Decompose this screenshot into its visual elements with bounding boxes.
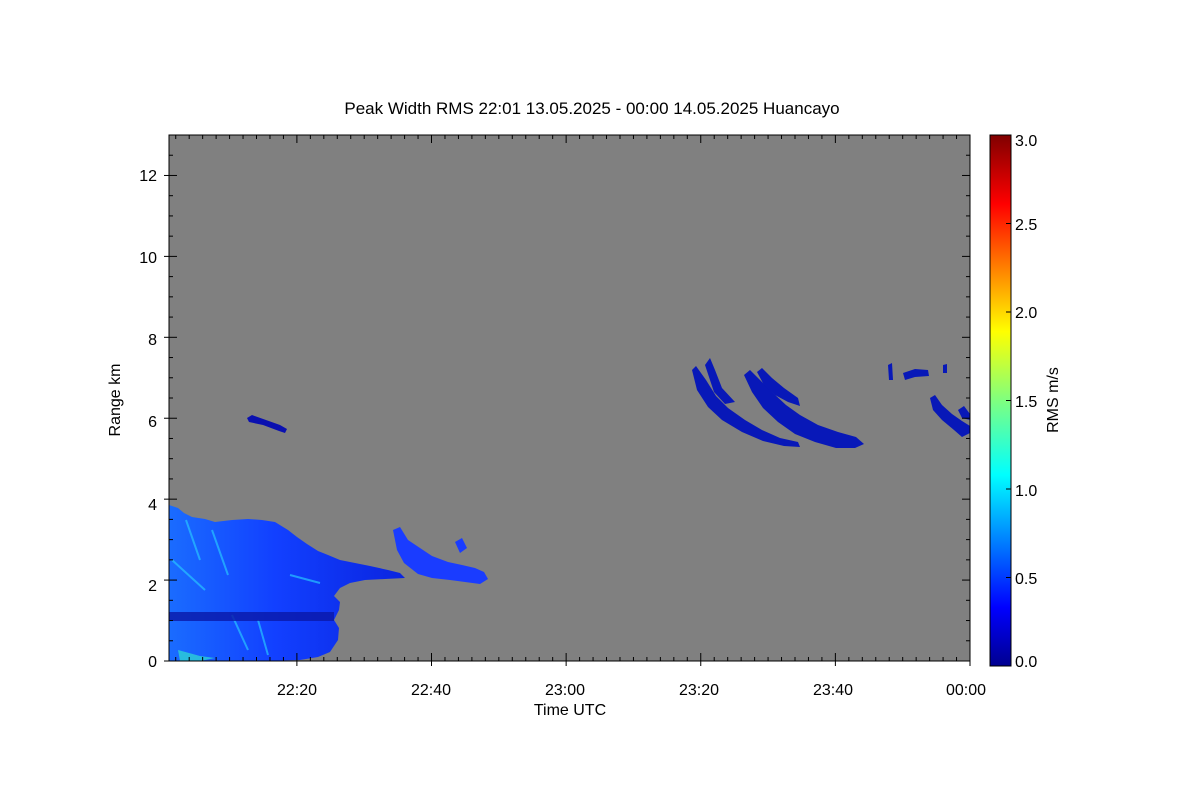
y-tick-label: 8 xyxy=(148,332,157,349)
colorbar-tick-label: 1.5 xyxy=(1015,394,1037,411)
feature-descending-layer-a xyxy=(692,366,800,447)
colorbar-tick-label: 0.0 xyxy=(1015,654,1037,671)
colorbar-label: RMS m/s xyxy=(1045,367,1062,433)
feature-descending-layer-a-upper xyxy=(705,358,735,404)
feature-thin-layer xyxy=(247,415,287,433)
x-tick-label: 00:00 xyxy=(946,682,986,699)
x-tick-label: 23:40 xyxy=(813,682,853,699)
feature-echo-tail-fragment xyxy=(455,538,467,553)
feature-low-level-echo xyxy=(169,505,405,661)
x-tick-label: 22:20 xyxy=(277,682,317,699)
y-tick-label: 4 xyxy=(148,497,157,514)
colorbar-tick-label: 1.0 xyxy=(1015,483,1037,500)
x-tick-label: 23:00 xyxy=(545,682,585,699)
x-axis-label: Time UTC xyxy=(534,702,606,719)
feature-descending-layer-b xyxy=(744,370,864,448)
feature-low-level-echo-streaks xyxy=(171,519,321,656)
colorbar-tick-label: 2.0 xyxy=(1015,305,1037,322)
feature-echo-tail xyxy=(393,527,488,584)
y-axis-label: Range km xyxy=(107,364,124,437)
chart-title: Peak Width RMS 22:01 13.05.2025 - 00:00 … xyxy=(344,99,839,118)
feature-upper-fragments xyxy=(888,363,947,380)
colorbar-tick-label: 3.0 xyxy=(1015,133,1037,150)
y-tick-label: 2 xyxy=(148,578,157,595)
feature-descending-layer-b-upper xyxy=(757,368,800,406)
y-tick-label: 6 xyxy=(148,414,157,431)
echo-features xyxy=(169,358,970,661)
colorbar-ticks xyxy=(1006,134,1011,667)
feature-descending-layer-c xyxy=(930,395,970,437)
feature-low-level-echo-band xyxy=(169,612,334,621)
x-tick-label: 22:40 xyxy=(411,682,451,699)
major-ticks xyxy=(164,135,971,666)
feature-descending-layer-c-right xyxy=(958,406,970,420)
feature-low-level-echo-base xyxy=(178,650,215,661)
y-tick-label: 12 xyxy=(139,168,157,185)
minor-ticks xyxy=(169,134,970,661)
y-tick-label: 10 xyxy=(139,250,157,267)
colorbar-tick-label: 2.5 xyxy=(1015,217,1037,234)
colorbar-tick-label: 0.5 xyxy=(1015,571,1037,588)
y-tick-label: 0 xyxy=(148,654,157,671)
x-tick-label: 23:20 xyxy=(679,682,719,699)
